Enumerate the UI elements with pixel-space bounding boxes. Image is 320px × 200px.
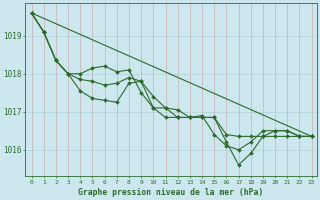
X-axis label: Graphe pression niveau de la mer (hPa): Graphe pression niveau de la mer (hPa) xyxy=(78,188,264,197)
